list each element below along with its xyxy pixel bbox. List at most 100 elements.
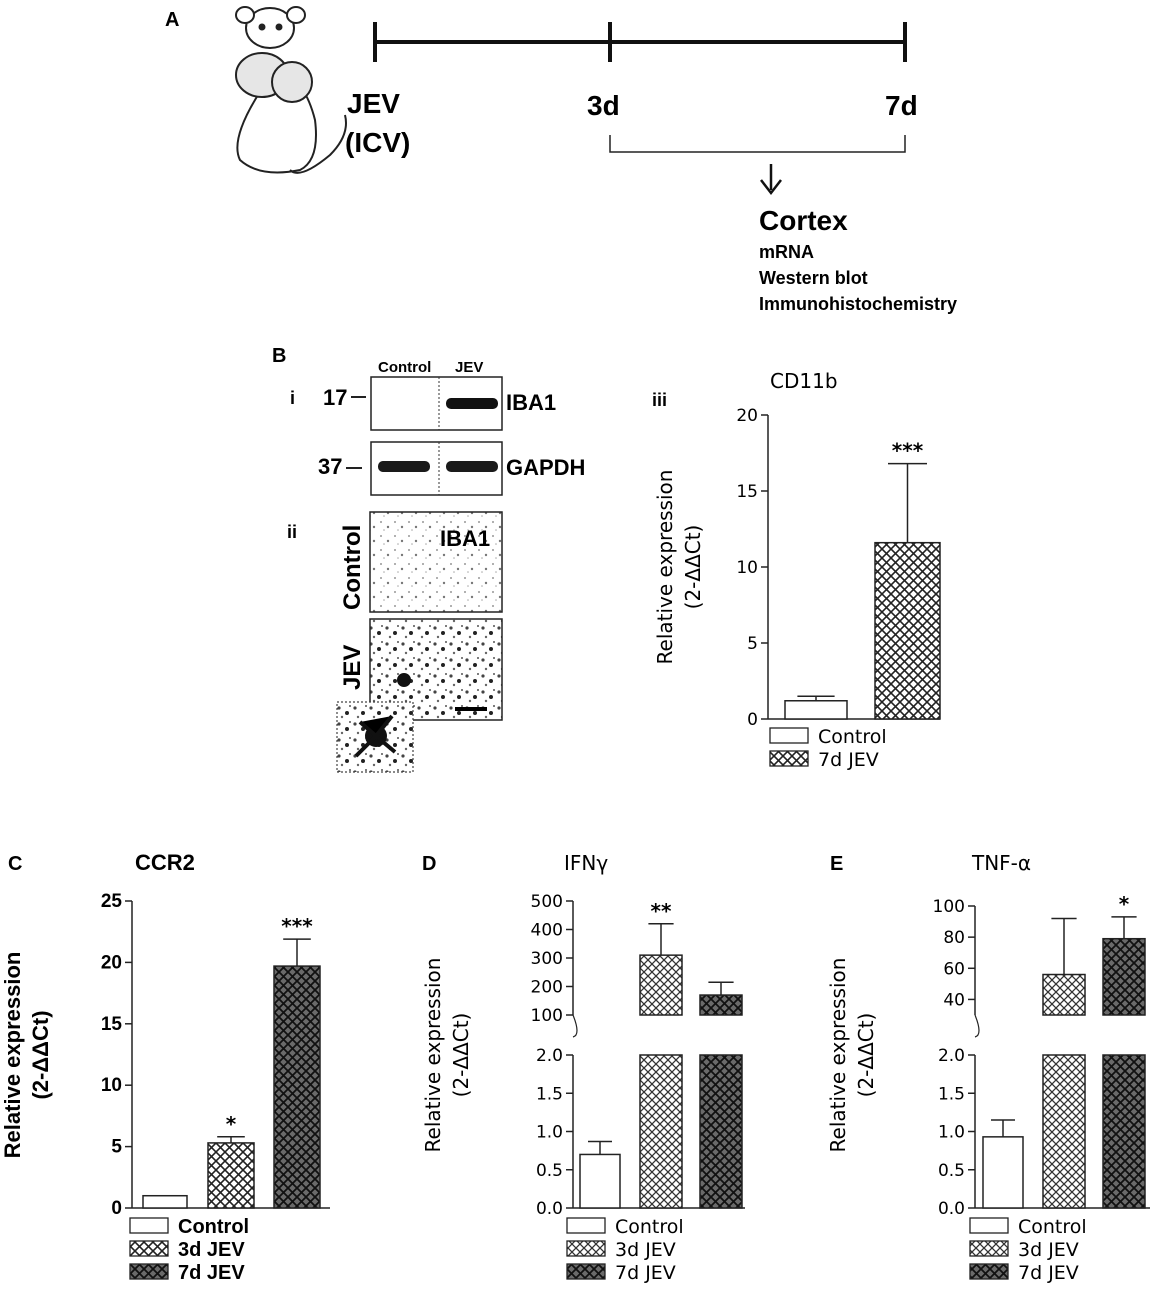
significance-mark: ** xyxy=(651,899,672,923)
significance-mark: * xyxy=(1119,892,1130,916)
y-tick-label: 15 xyxy=(101,1014,123,1035)
significance-mark: *** xyxy=(892,439,924,463)
y-tick-label: 2.0 xyxy=(938,1046,965,1066)
legend-label: 7d JEV xyxy=(178,1262,245,1284)
legend-swatch xyxy=(129,1217,169,1234)
blot-gapdh-band-control xyxy=(378,461,430,472)
legend-swatch xyxy=(969,1217,1009,1234)
chart-title: CD11b xyxy=(770,369,838,393)
y-tick-label: 100 xyxy=(531,1006,563,1026)
chart-ifng: D IFNγ Relative expression (2-ΔΔCt) 100 200 30… xyxy=(421,851,745,1284)
legend-label: Control xyxy=(1018,1216,1087,1238)
y-tick-label: 1.5 xyxy=(536,1084,563,1104)
ihc-row-jev: JEV xyxy=(339,645,366,690)
y-tick-label: 300 xyxy=(531,949,563,969)
y-tick-label: 0 xyxy=(747,710,758,730)
y-tick-label: 0.0 xyxy=(536,1199,563,1219)
bar-2-lower xyxy=(639,1054,683,1209)
bar-1 xyxy=(142,1194,188,1209)
y-axis-label-group: Relative expression (2-ΔΔCt) xyxy=(826,958,878,1153)
bar-2 xyxy=(874,541,941,720)
method-western: Western blot xyxy=(759,268,868,288)
y-tick-label: 2.0 xyxy=(536,1046,563,1066)
bar-1 xyxy=(784,700,848,720)
bar-2 xyxy=(207,1142,255,1209)
panel-b-sub-ii: ii xyxy=(287,522,297,542)
chart-title: TNF-α xyxy=(971,851,1031,875)
y-tick-label: 5 xyxy=(747,634,758,654)
chart-tnfa: E TNF-α Relative expression (2-ΔΔCt) 40 60 80 1… xyxy=(826,851,1150,1284)
panel-a-label: A xyxy=(165,9,179,31)
legend-label: 7d JEV xyxy=(818,749,879,771)
legend-label: Control xyxy=(178,1216,249,1238)
bar-2-upper xyxy=(1042,973,1086,1016)
significance-mark: *** xyxy=(281,914,313,938)
y-axis-label-unit: (2-ΔΔCt) xyxy=(854,1013,878,1098)
y-tick-label: 1.0 xyxy=(536,1123,563,1143)
legend-swatch xyxy=(566,1240,606,1257)
method-ihc: Immunohistochemistry xyxy=(759,294,957,314)
blot-iba1-band-jev xyxy=(446,398,498,409)
ihc-control-image xyxy=(369,511,503,613)
y-axis-label: Relative expression xyxy=(421,958,445,1153)
y-tick-label: 20 xyxy=(736,406,758,426)
scale-bar xyxy=(455,707,487,711)
blot-col-jev: JEV xyxy=(455,359,483,376)
panel-label: D xyxy=(422,853,436,875)
significance-mark: * xyxy=(226,1112,237,1136)
y-tick-label: 20 xyxy=(101,952,122,973)
panel-b-sub-i: i xyxy=(290,388,295,408)
sampling-bracket xyxy=(609,135,906,153)
y-tick-label: 0.5 xyxy=(536,1161,563,1181)
legend-label: 3d JEV xyxy=(615,1239,676,1261)
panel-label: E xyxy=(830,853,843,875)
legend-swatch xyxy=(566,1217,606,1234)
bar-3-lower xyxy=(699,1054,743,1209)
y-tick-label: 200 xyxy=(531,978,563,998)
bar-1 xyxy=(982,1136,1024,1209)
y-tick-label: 1.5 xyxy=(938,1084,965,1104)
legend-swatch xyxy=(769,750,809,767)
ihc-marker-label: IBA1 xyxy=(440,526,490,551)
y-axis-label-unit: (2-ΔΔCt) xyxy=(681,525,705,610)
blot-col-control: Control xyxy=(378,359,431,376)
timeline-start-label-2: (ICV) xyxy=(345,127,410,158)
y-axis-label: Relative expression xyxy=(826,958,850,1153)
y-axis-label-unit: (2-ΔΔCt) xyxy=(28,1010,53,1099)
blot-protein-gapdh: GAPDH xyxy=(506,455,585,480)
legend-label: 7d JEV xyxy=(615,1262,676,1284)
y-tick-label: 0 xyxy=(111,1198,122,1219)
bar-2-upper xyxy=(639,954,683,1016)
y-tick-label: 100 xyxy=(933,897,965,917)
ihc-row-control: Control xyxy=(339,525,366,610)
timeline-7d-label: 7d xyxy=(885,90,918,121)
y-axis-label: Relative expression xyxy=(0,952,25,1159)
panel-a: A JEV (ICV) 3d 7d Cortex mRNA Western bl… xyxy=(165,6,957,314)
y-tick-label: 0.0 xyxy=(938,1199,965,1219)
legend-label: 3d JEV xyxy=(178,1239,245,1261)
y-tick-label: 40 xyxy=(943,990,965,1010)
y-axis-label-group: Relative expression (2-ΔΔCt) xyxy=(653,470,705,665)
method-mrna: mRNA xyxy=(759,242,814,262)
timeline-3d-label: 3d xyxy=(587,90,620,121)
y-tick-label: 10 xyxy=(736,558,758,578)
chart-title: IFNγ xyxy=(564,851,608,875)
axis-break-mark xyxy=(572,1014,578,1038)
panel-label: C xyxy=(8,853,22,875)
mouse-illustration xyxy=(235,6,347,174)
y-axis-label-group: Relative expression (2-ΔΔCt) xyxy=(421,958,473,1153)
y-axis-label-unit: (2-ΔΔCt) xyxy=(449,1013,473,1098)
legend-swatch xyxy=(969,1240,1009,1257)
legend-label: 3d JEV xyxy=(1018,1239,1079,1261)
y-tick-label: 80 xyxy=(943,928,965,948)
timeline-start-label: JEV xyxy=(347,88,400,119)
legend-swatch xyxy=(129,1263,169,1280)
bar-3-lower xyxy=(1102,1054,1146,1209)
target-tissue: Cortex xyxy=(759,205,848,236)
bar-3-upper xyxy=(699,994,743,1016)
y-axis-label-group: Relative expression (2-ΔΔCt) xyxy=(0,952,53,1159)
y-tick-label: 15 xyxy=(736,482,758,502)
legend-label: Control xyxy=(818,726,887,748)
chart-cd11b: CD11b Relative expression (2-ΔΔCt) 0 5 10 15 20… xyxy=(653,369,941,771)
